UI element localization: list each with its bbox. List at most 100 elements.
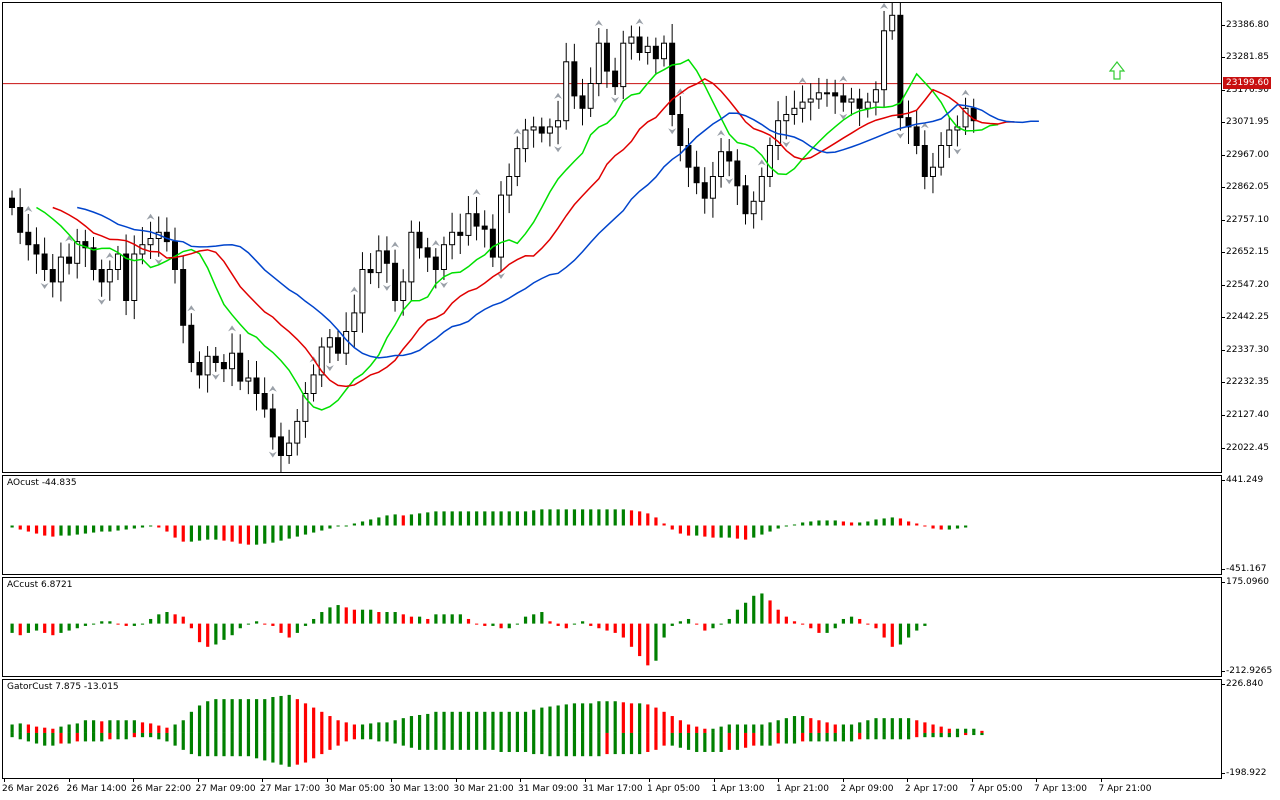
fractal-up-icon: [350, 286, 359, 293]
ACcust-bar: [597, 623, 601, 629]
fractal-down-icon: [953, 148, 962, 155]
AOcust-bar: [597, 509, 601, 526]
price-axis: 23386.80 23281.85 23176.90 23071.95 22967.00…: [1222, 2, 1280, 473]
time-axis-label: 31 Mar 09:00: [518, 784, 579, 794]
gator-lower-bar: [369, 732, 373, 740]
candle: [449, 231, 456, 246]
AOcust-bar: [866, 521, 870, 526]
ACcust-bar: [206, 623, 210, 647]
gator-lower-bar: [116, 732, 120, 740]
ACcust-bar: [197, 623, 202, 643]
gator-upper-bar: [124, 720, 128, 733]
gator-upper-bar: [784, 718, 788, 733]
gator-lower-bar: [866, 732, 870, 740]
candle: [440, 244, 447, 270]
AOcust-bar: [907, 521, 911, 526]
candle: [799, 101, 806, 109]
candle: [929, 166, 936, 177]
AOcust-bar: [140, 525, 145, 528]
ACcust-bar: [59, 623, 63, 633]
gator-lower-bar: [825, 732, 829, 742]
candle: [481, 225, 488, 230]
ACcust-bar: [458, 614, 462, 624]
AOcust-bar: [385, 515, 389, 526]
AOcust-bar: [964, 525, 968, 528]
AOcust-bar: [303, 525, 308, 535]
gator-lower-bar: [263, 732, 267, 761]
gator-upper-bar: [328, 716, 332, 733]
gator-lower-bar: [735, 732, 740, 750]
gator-indicator-pane[interactable]: GatorCust 7.875 -13.015: [2, 679, 1222, 779]
gator-lower-bar: [964, 732, 968, 736]
AOcust-bar: [320, 525, 324, 531]
ACcust-bar: [255, 621, 259, 624]
gator-upper-bar: [466, 711, 471, 733]
candle: [375, 250, 382, 274]
ao-indicator-pane[interactable]: AOcust -44.835: [2, 475, 1222, 575]
time-axis-label: 7 Apr 21:00: [1098, 784, 1152, 794]
candle: [824, 92, 830, 95]
fractal-up-icon: [65, 235, 74, 242]
ACcust-bar: [466, 618, 471, 624]
ACcust-bar: [83, 623, 88, 626]
gator-lower-bar: [10, 732, 14, 738]
ACcust-bar: [67, 623, 71, 631]
fractal-up-icon: [757, 159, 766, 166]
ACcust-bar: [51, 623, 55, 636]
gator-lower-bar: [955, 732, 960, 738]
candle: [41, 253, 48, 270]
AOcust-bar: [271, 525, 275, 543]
gator-upper-bar: [67, 724, 71, 733]
ACcust-bar: [784, 616, 788, 624]
gator-upper-bar: [116, 720, 120, 733]
candle: [261, 393, 268, 410]
candle: [742, 185, 749, 215]
ACcust-bar: [18, 623, 22, 636]
fractal-up-icon: [187, 305, 196, 312]
candle: [424, 247, 431, 258]
candle: [408, 231, 415, 283]
ACcust-bar: [849, 616, 854, 624]
candle: [367, 269, 374, 274]
AOcust-bar: [336, 525, 340, 527]
gator-upper-bar: [792, 716, 797, 733]
time-axis-label: 2 Apr 17:00: [905, 784, 958, 794]
gator-lower-bar: [597, 732, 601, 757]
fractal-up-icon: [961, 89, 970, 96]
ACcust-bar: [670, 623, 674, 626]
gator-upper-bar: [222, 699, 226, 733]
gator-upper-bar: [165, 727, 169, 733]
price-chart: [3, 3, 1221, 472]
price-chart-pane[interactable]: [2, 2, 1222, 473]
gator-label: GatorCust 7.875 -13.015: [7, 682, 119, 692]
gator-lower-bar: [646, 732, 650, 752]
gator-lower-bar: [255, 732, 259, 759]
price-axis-tick: 22757.10: [1226, 214, 1269, 225]
price-axis-tick: 22547.20: [1226, 279, 1269, 290]
AOcust-bar: [83, 525, 88, 534]
ACcust-bar: [760, 593, 764, 624]
ACcust-bar: [548, 621, 552, 624]
candle: [938, 145, 945, 168]
AOcust-bar: [890, 517, 894, 526]
ACcust-bar: [393, 612, 397, 624]
ao-histogram: [10, 509, 968, 545]
time-axis-label: 1 Apr 21:00: [776, 784, 829, 794]
gator-upper-bar: [548, 706, 552, 733]
gator-lower-bar: [344, 732, 348, 742]
ac-indicator-pane[interactable]: ACcust 6.8721: [2, 577, 1222, 677]
gator-lower-bar: [564, 732, 568, 757]
gator-lower-bar: [695, 732, 699, 752]
gator-lower-bar: [621, 732, 625, 755]
gator-upper-bar: [157, 725, 161, 733]
ACcust-bar: [26, 623, 30, 633]
gator-lower-bar: [401, 732, 405, 746]
candle: [9, 197, 15, 208]
gator-lower-bar: [572, 732, 577, 757]
gator-upper-bar: [849, 724, 854, 733]
AOcust-bar: [833, 520, 837, 526]
AOcust-bar: [450, 511, 454, 526]
candle: [432, 256, 439, 271]
gator-lower-bar: [320, 732, 324, 755]
AOcust-bar: [75, 525, 79, 535]
